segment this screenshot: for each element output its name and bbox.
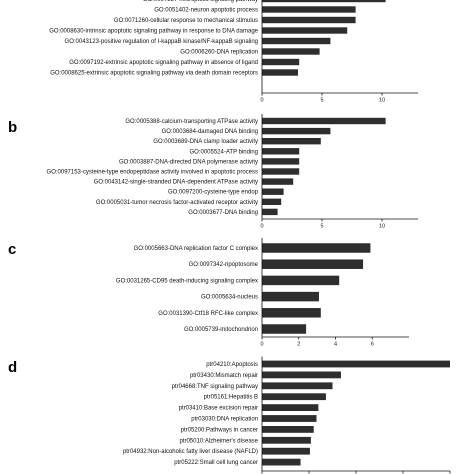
x-tick-label: 10 (379, 98, 385, 104)
x-tick-label: 10 (379, 224, 385, 230)
bar (262, 360, 450, 368)
category-label: GO:0097192-extrinsic apoptotic signaling… (69, 60, 258, 66)
bar (262, 291, 319, 302)
category-label: GO:0005663-DNA replication factor C comp… (134, 246, 258, 252)
category-label: ptr04210:Apoptosis (206, 362, 258, 368)
category-label: ptr05200:Pathways in cancer (181, 427, 258, 433)
bar (262, 168, 300, 175)
bar (262, 148, 300, 155)
category-label: GO:0031265-CD95 death-inducing signaling… (116, 278, 258, 284)
panel-label: b (8, 119, 17, 136)
category-label: GO:0006260-DNA replication (180, 50, 258, 56)
category-label: GO:0003677-DNA binding (188, 210, 258, 216)
category-label: GO:0003689-DNA clamp loader activity (153, 139, 258, 145)
category-label: GO:0043142-single-stranded DNA-dependent… (94, 180, 258, 186)
bar (262, 117, 386, 125)
category-label: ptr05010:Alzheimer's disease (179, 438, 258, 444)
category-label: GO:0005524-ATP binding (190, 149, 259, 155)
x-tick-label: 0 (260, 224, 263, 230)
category-label: GO:0005031-tumor necrosis factor-activat… (96, 200, 258, 206)
category-label: GO:0097153-cysteine-type endopeptidase a… (47, 170, 258, 176)
x-tick-label: 0 (260, 98, 263, 104)
bar (262, 178, 294, 185)
bar (262, 198, 282, 205)
bar (262, 382, 333, 390)
bar (262, 308, 321, 318)
category-label: ptr03430:Mismatch repair (190, 373, 258, 379)
bar (262, 6, 356, 13)
category-label: GO:0005634-nucleus (201, 295, 258, 301)
bar (262, 415, 317, 422)
bar (262, 426, 314, 433)
bar (262, 208, 278, 216)
category-label: ptr05161:Hepatitis B (204, 395, 258, 401)
bar (262, 37, 331, 45)
x-tick-label: 5 (320, 98, 323, 104)
x-tick-label: 0 (260, 342, 263, 348)
bar (262, 58, 300, 66)
panel-label: c (8, 241, 16, 258)
category-label: GO:0008630-intrinsic apoptotic signaling… (49, 29, 258, 35)
bar (262, 69, 298, 76)
chart-panel-3: c GO:0005663-DNA replication factor C com… (8, 237, 409, 348)
x-tick-label: 5 (320, 224, 323, 230)
bar (262, 393, 326, 401)
category-label: GO:0097200-cysteine-type endop (168, 190, 259, 196)
bar (262, 27, 348, 34)
bar (262, 188, 284, 195)
category-label: GO:0003684-damaged DNA binding (162, 129, 258, 135)
bar (262, 371, 341, 379)
bar (262, 324, 307, 334)
category-label: ptr03410:Base excision repair (179, 406, 258, 412)
category-label: GO:0071260-cellular response to mechanic… (114, 18, 258, 24)
category-label: ptr04668:TNF signaling pathway (172, 384, 258, 390)
category-label: ptr03030:DNA replication (191, 417, 258, 423)
x-tick-label: 4 (334, 342, 337, 348)
bar (262, 16, 356, 24)
bar (262, 127, 331, 135)
category-label: GO:0097342-ripoptosome (189, 262, 259, 268)
bar (262, 447, 310, 455)
bar (262, 436, 311, 444)
category-label: GO:0043123-positive regulation of I-kapp… (65, 39, 258, 45)
category-label: GO:0008625-extrinsic apoptotic signaling… (50, 71, 258, 77)
category-label: GO:0097527-necroptotic signaling pathway (143, 0, 258, 3)
x-tick-label: 6 (371, 342, 374, 348)
panel-label: d (8, 359, 17, 376)
category-label: GO:0051402-neuron apoptotic process (154, 8, 258, 14)
bar (262, 458, 301, 466)
bar (262, 138, 321, 145)
category-label: ptr05222:Small cell lung cancer (174, 460, 258, 466)
bar (262, 275, 340, 286)
bar (262, 48, 320, 55)
category-label: GO:0005388-calcium-transporting ATPase a… (125, 119, 258, 125)
chart-panel-2: b GO:0005388-calcium-transporting ATPase … (8, 113, 418, 230)
bar (262, 259, 364, 269)
chart-panel-1: GO:0097527-necroptotic signaling pathway… (49, 0, 418, 104)
bar (262, 0, 386, 3)
category-label: GO:0031390-Ctf18 RFC-like complex (158, 311, 258, 317)
bar (262, 404, 319, 411)
bar (262, 158, 300, 165)
category-label: GO:0005739-mitochondrion (184, 327, 258, 333)
x-tick-label: 2 (297, 342, 300, 348)
bar (262, 243, 371, 253)
chart-panel-4: d ptr04210:Apoptosis ptr03430:Mismatch rep… (8, 356, 451, 474)
category-label: GO:0003887-DNA-directed DNA polymerase a… (119, 159, 258, 165)
category-label: ptr04932:Non-alcoholic fatty liver disea… (123, 449, 258, 455)
